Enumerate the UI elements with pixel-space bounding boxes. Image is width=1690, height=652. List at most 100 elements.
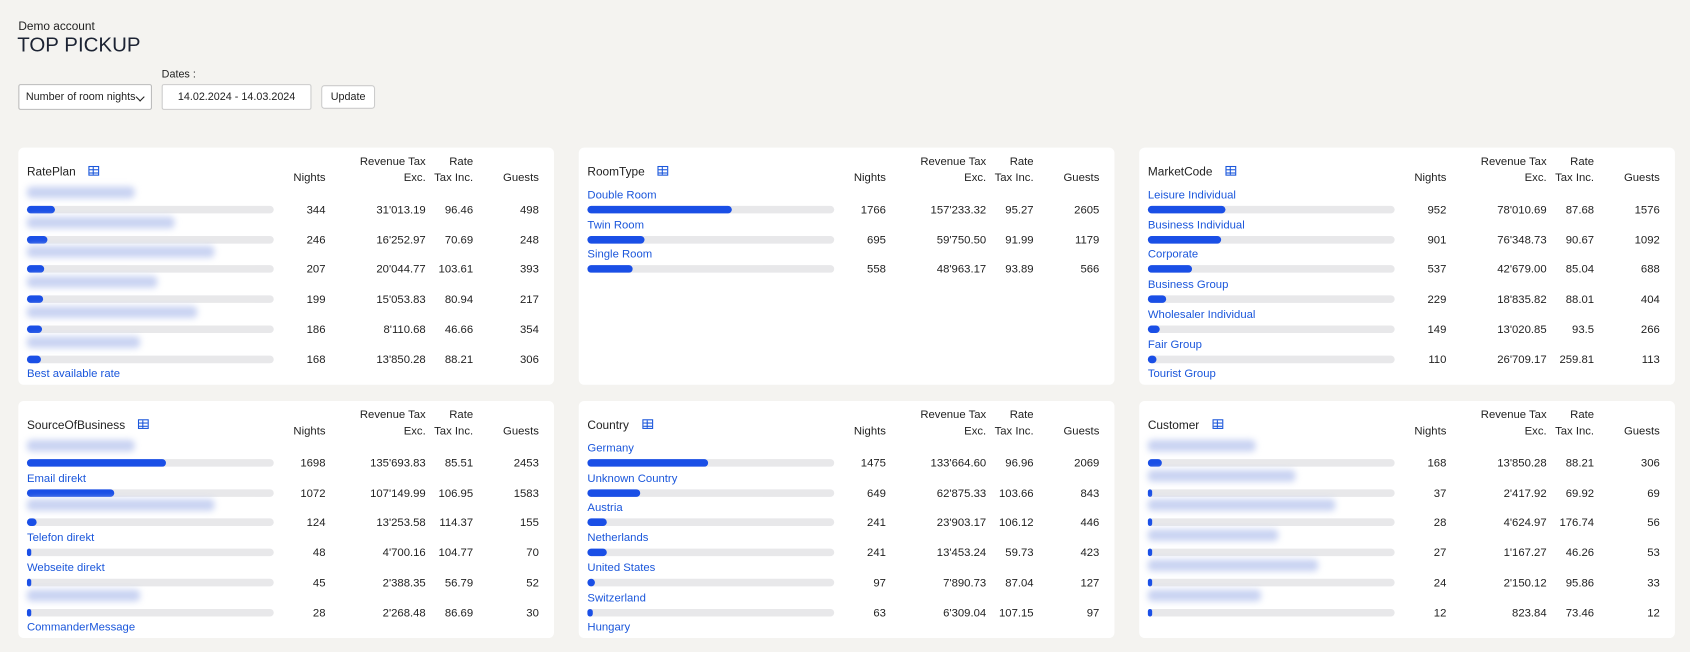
cell-rate: 73.46	[1565, 606, 1595, 620]
row-label[interactable]: Telefon direkt	[26, 531, 95, 545]
cell-revenue: 13'253.58	[376, 516, 426, 530]
blurred-label	[1147, 589, 1262, 601]
column-header: Rate Tax Inc.	[434, 155, 474, 185]
row-label[interactable]: Best available rate	[26, 367, 121, 381]
cell-rate: 104.77	[438, 546, 474, 560]
cell-rate: 93.5	[1572, 323, 1595, 337]
panel: RoomType Nights Revenue Tax Exc. Rate Tax I…	[578, 147, 1115, 385]
cell-guests: 97	[1086, 606, 1100, 620]
bar-track	[1147, 355, 1395, 363]
column-header: Guests	[503, 171, 539, 185]
cell-nights: 649	[867, 486, 886, 500]
cell-guests: 53	[1647, 546, 1660, 560]
bar-track	[26, 608, 274, 616]
row-label[interactable]: Switzerland	[587, 591, 646, 605]
row-label[interactable]: Tourist Group	[1147, 367, 1216, 381]
row-label[interactable]: Corporate	[1147, 248, 1199, 262]
row-label[interactable]: Webseite direkt	[26, 561, 105, 575]
cell-nights: 1766	[860, 203, 886, 217]
table-icon[interactable]	[657, 165, 669, 176]
cell-guests: 33	[1647, 576, 1660, 590]
blurred-label	[26, 589, 141, 601]
bar	[1147, 548, 1153, 557]
row-label[interactable]: Hungary	[587, 621, 631, 634]
bar	[1147, 205, 1226, 214]
cell-guests: 2453	[513, 456, 539, 470]
row-label[interactable]: United States	[587, 561, 656, 575]
column-header: Rate Tax Inc.	[994, 408, 1034, 438]
bar-track	[26, 355, 274, 363]
cell-revenue: 107'149.99	[370, 486, 426, 500]
row-label[interactable]: Netherlands	[587, 531, 649, 545]
table-icon[interactable]	[1212, 419, 1224, 429]
cell-guests: 2069	[1074, 456, 1100, 470]
cell-nights: 45	[312, 576, 326, 590]
cell-guests: 1583	[513, 486, 539, 500]
panel-title: RoomType	[587, 165, 645, 179]
panel-title: SourceOfBusiness	[26, 419, 126, 433]
row-label[interactable]: Single Room	[587, 248, 653, 262]
row-label[interactable]: Double Room	[587, 188, 657, 202]
dates-input[interactable]: 14.02.2024 - 14.03.2024	[161, 84, 312, 110]
row-label[interactable]: Austria	[587, 501, 623, 515]
cell-nights: 149	[1427, 323, 1447, 337]
bar-track	[1147, 295, 1395, 303]
cell-nights: 241	[867, 546, 886, 560]
row-label[interactable]: Unknown Country	[587, 471, 678, 485]
cell-nights: 28	[312, 606, 326, 620]
cell-guests: 69	[1647, 486, 1660, 500]
cell-revenue: 23'903.17	[936, 516, 987, 530]
cell-nights: 1475	[860, 456, 886, 470]
bar	[1147, 265, 1192, 274]
bar-track	[26, 518, 274, 527]
row-label[interactable]: Twin Room	[587, 218, 645, 232]
table-icon[interactable]	[88, 165, 100, 176]
cell-revenue: 15'053.83	[376, 293, 426, 307]
metric-select[interactable]: Number of room nights	[18, 84, 152, 110]
row-label[interactable]: Leisure Individual	[1147, 188, 1236, 202]
column-header: Revenue Tax Exc.	[1480, 408, 1547, 438]
cell-rate: 69.92	[1565, 486, 1595, 500]
cell-guests: 12	[1647, 606, 1660, 620]
row-label[interactable]: Business Group	[1147, 278, 1229, 292]
bar	[26, 355, 41, 363]
table-icon[interactable]	[137, 419, 149, 429]
bar-track	[1147, 205, 1395, 214]
bar-track	[587, 578, 835, 587]
row-label[interactable]: Wholesaler Individual	[1147, 308, 1256, 321]
row-label[interactable]: Email direkt	[26, 471, 87, 485]
bar	[587, 265, 634, 274]
bar-track	[26, 205, 274, 214]
cell-nights: 48	[312, 546, 326, 560]
bar-track	[26, 578, 274, 587]
bar	[587, 205, 732, 214]
cell-rate: 93.89	[1005, 263, 1034, 277]
cell-guests: 70	[526, 546, 539, 560]
blurred-label	[26, 186, 135, 199]
table-icon[interactable]	[1225, 165, 1237, 176]
table-icon[interactable]	[642, 419, 654, 429]
bar-track	[1147, 578, 1395, 587]
bar-track	[1147, 235, 1395, 244]
bar	[1147, 295, 1167, 303]
row-label[interactable]: Germany	[587, 441, 634, 455]
cell-guests: 423	[1080, 546, 1100, 560]
update-button[interactable]: Update	[321, 85, 376, 109]
cell-rate: 88.21	[444, 352, 474, 366]
cell-revenue: 133'664.60	[930, 456, 987, 470]
row-label[interactable]: Business Individual	[1147, 218, 1245, 232]
blurred-label	[26, 276, 158, 288]
cell-revenue: 13'850.28	[1497, 456, 1547, 470]
cell-rate: 103.61	[438, 263, 474, 277]
cell-nights: 24	[1433, 576, 1447, 590]
cell-rate: 46.66	[444, 323, 474, 337]
bar	[587, 548, 608, 557]
row-label[interactable]: Fair Group	[1147, 337, 1202, 351]
cell-guests: 393	[520, 263, 539, 277]
cell-revenue: 31'013.19	[376, 203, 426, 217]
column-header: Revenue Tax Exc.	[920, 408, 987, 438]
cell-guests: 1576	[1634, 203, 1660, 217]
row-label[interactable]: CommanderMessage	[26, 621, 136, 634]
bar-track	[26, 488, 274, 497]
column-header: Nights	[293, 171, 326, 185]
